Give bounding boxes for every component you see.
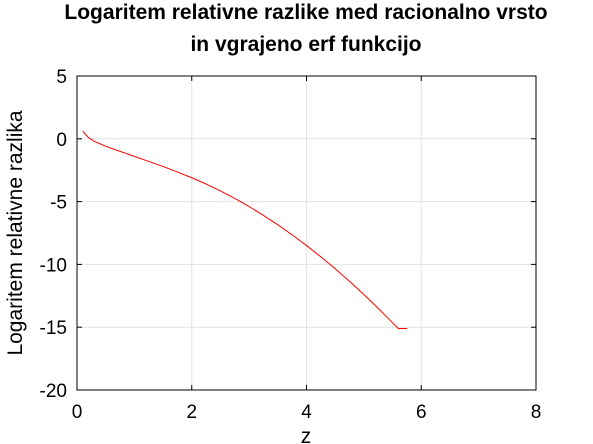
y-axis-label: Logaritem relativne razlika bbox=[4, 110, 27, 355]
chart-title-line-2: in vgrajeno erf funkcijo bbox=[190, 33, 421, 56]
x-tick-label: 4 bbox=[301, 402, 312, 423]
y-tick-label: 0 bbox=[56, 130, 67, 151]
x-tick-label: 8 bbox=[531, 402, 542, 423]
series-layer bbox=[82, 130, 407, 329]
x-tick-label: 2 bbox=[186, 402, 197, 423]
x-tick-label: 6 bbox=[416, 402, 427, 423]
y-tick-label: -5 bbox=[50, 193, 67, 214]
x-axis-label: z bbox=[301, 425, 312, 444]
ticks: 0 2 4 6 8 5 0 -5 -10 -15 -20 bbox=[40, 67, 542, 423]
x-tick-label: 0 bbox=[72, 402, 83, 423]
y-tick-label: -20 bbox=[40, 381, 67, 402]
series-line-0 bbox=[82, 130, 407, 329]
chart-title-line-1: Logaritem relativne razlike med racional… bbox=[64, 1, 547, 24]
y-tick-label: -10 bbox=[40, 255, 67, 276]
y-tick-label: 5 bbox=[56, 67, 67, 88]
y-tick-label: -15 bbox=[40, 318, 67, 339]
